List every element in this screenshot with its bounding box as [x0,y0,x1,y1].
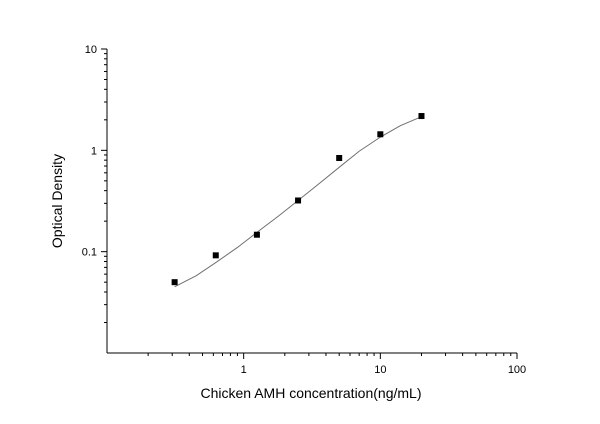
y-axis-label: Optical Density [49,154,65,248]
x-tick-label: 1 [241,364,247,376]
y-tick-label: 10 [85,44,97,56]
y-axis: 0.1 1 10 [82,44,108,353]
x-axis-label: Chicken AMH concentration(ng/mL) [201,385,422,401]
y-tick-label: 1 [91,145,97,157]
data-point [212,252,219,259]
data-point [253,231,260,238]
data-point [295,197,302,204]
x-axis: 1 10 100 [107,352,526,376]
data-point [377,131,384,138]
data-point [336,155,343,162]
x-tick-label: 10 [374,364,386,376]
x-tick-label: 100 [508,364,526,376]
y-tick-label: 0.1 [82,247,97,259]
data-points-layer [171,113,425,286]
data-point [171,279,178,286]
data-point [418,113,425,120]
